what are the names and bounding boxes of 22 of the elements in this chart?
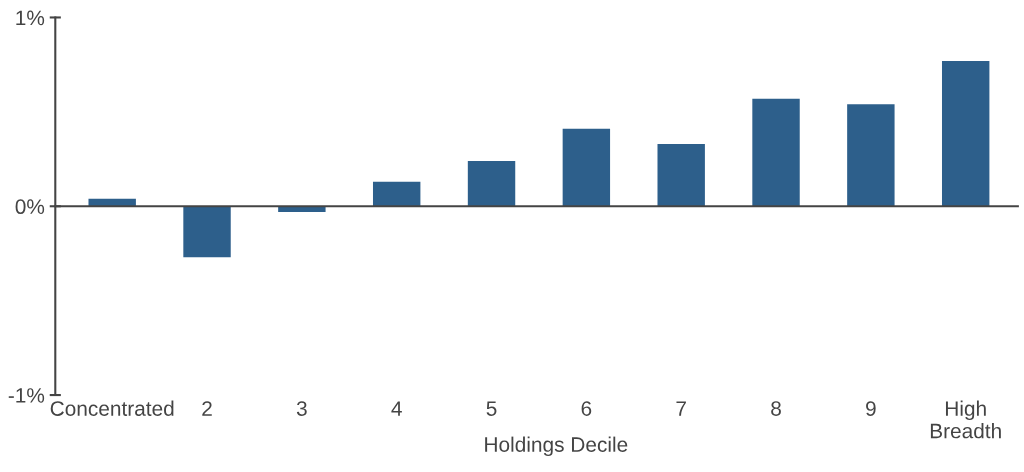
bar bbox=[562, 128, 611, 207]
bar bbox=[467, 160, 516, 207]
bar bbox=[847, 104, 895, 207]
bar bbox=[941, 60, 990, 207]
bar bbox=[372, 181, 421, 207]
bar bbox=[752, 98, 800, 207]
x-tick-label: 4 bbox=[391, 401, 402, 416]
y-tick-label: 0% bbox=[15, 199, 45, 215]
x-tick-label: 8 bbox=[771, 401, 781, 416]
x-tick-label: 5 bbox=[486, 401, 497, 416]
y-tick-label: -1% bbox=[8, 388, 45, 403]
x-axis-title: Holdings Decile bbox=[485, 436, 628, 457]
x-tick-label: 3 bbox=[296, 401, 307, 416]
y-tick-label: 1% bbox=[16, 10, 45, 26]
x-tick-label: Concentrated bbox=[50, 400, 174, 416]
bar bbox=[183, 206, 231, 258]
x-tick-label: 6 bbox=[581, 401, 592, 416]
x-tick-label: 9 bbox=[866, 401, 876, 416]
x-tick-label: 2 bbox=[202, 401, 212, 416]
x-tick-label: High Breadth bbox=[930, 400, 1001, 439]
x-tick-label: 7 bbox=[676, 401, 686, 416]
bar bbox=[657, 143, 705, 207]
